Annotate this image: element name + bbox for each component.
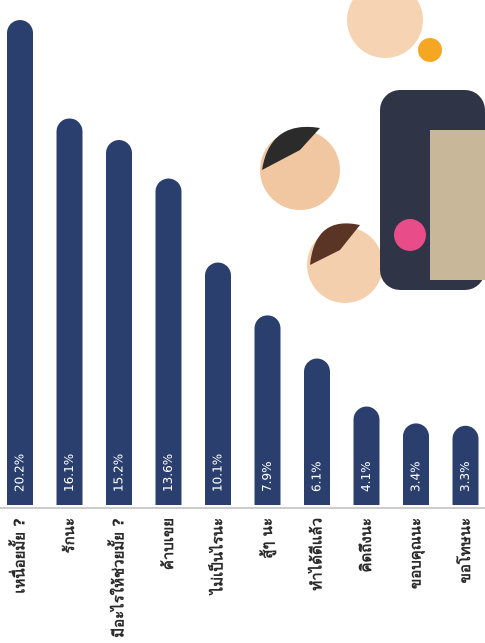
category-label: ขอโทษนะ (455, 518, 474, 583)
value-label: 16.1% (62, 454, 76, 492)
value-label: 3.3% (458, 462, 472, 493)
category-label: สู้ๆ นะ (258, 518, 277, 559)
bar (7, 20, 33, 505)
illustration (260, 0, 485, 303)
value-label: 10.1% (211, 454, 225, 492)
value-label: 4.1% (359, 462, 373, 493)
value-label: 6.1% (310, 462, 324, 493)
category-label: ขอบคุณนะ (407, 518, 426, 589)
category-label: ค้าบเขย (159, 518, 177, 570)
bar (57, 118, 83, 505)
category-label: ไม่เป็นไรนะ (208, 518, 227, 596)
value-label: 3.4% (409, 462, 423, 493)
category-label: รักนะ (60, 518, 78, 553)
value-label: 7.9% (260, 462, 274, 493)
category-label: มีอะไรให้ช่วยมั้ย ? (107, 518, 128, 638)
value-label: 20.2% (13, 454, 27, 492)
bar (106, 140, 132, 505)
category-label: เหนื่อยมั้ย ? (8, 518, 29, 594)
value-label: 13.6% (161, 454, 175, 492)
category-label: คิดถึงนะ (357, 518, 375, 573)
category-label: ทำได้ดีแล้ว (307, 518, 326, 591)
chart: 20.2% เหนื่อยมั้ย ? 16.1% รักนะ 15.2% มีอะไรใ… (0, 0, 485, 643)
page: {"chart_data": {"type": "bar", "categori… (0, 0, 485, 643)
value-label: 15.2% (112, 454, 126, 492)
